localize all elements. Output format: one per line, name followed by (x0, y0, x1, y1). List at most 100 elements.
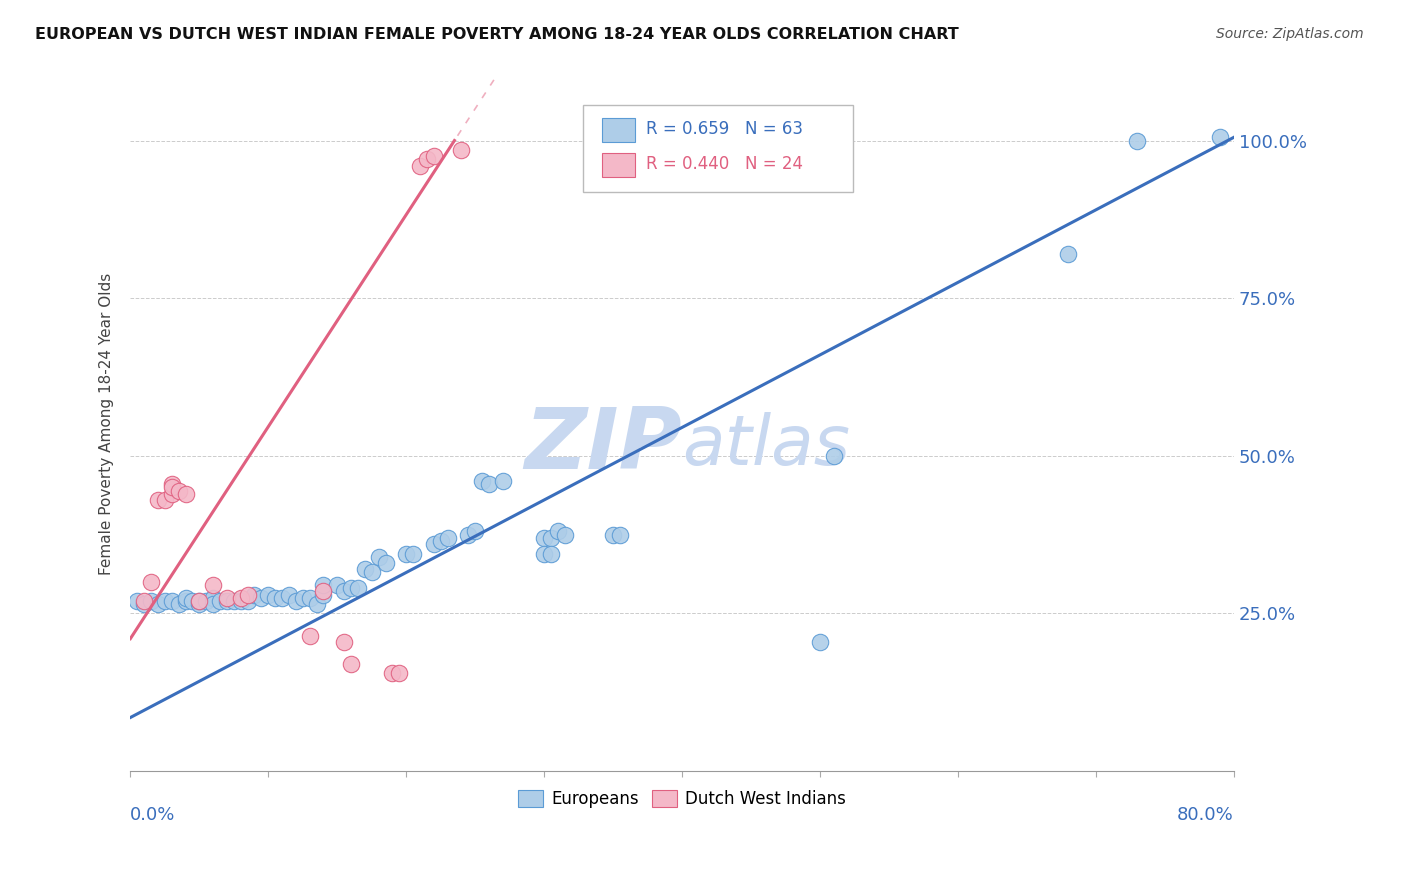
Point (547, 524, 569, 539)
Point (312, 584, 335, 599)
Text: EUROPEAN VS DUTCH WEST INDIAN FEMALE POVERTY AMONG 18-24 YEAR OLDS CORRELATION C: EUROPEAN VS DUTCH WEST INDIAN FEMALE POV… (35, 27, 959, 42)
FancyBboxPatch shape (602, 119, 634, 142)
Point (236, 588, 259, 602)
Point (381, 666, 404, 681)
Point (153, 492, 176, 507)
Point (160, 486, 183, 500)
Point (298, 591, 321, 605)
Point (347, 581, 370, 595)
Point (340, 581, 363, 595)
Point (271, 591, 294, 605)
Point (202, 591, 225, 605)
Point (146, 597, 169, 611)
Point (174, 594, 197, 608)
Point (174, 486, 197, 500)
Point (312, 578, 335, 592)
Point (215, 594, 238, 608)
Text: R = 0.440   N = 24: R = 0.440 N = 24 (645, 155, 803, 173)
Point (533, 547, 555, 561)
Point (139, 594, 162, 608)
Point (457, 527, 479, 541)
Point (174, 591, 197, 605)
Point (181, 594, 204, 608)
Legend: Europeans, Dutch West Indians: Europeans, Dutch West Indians (512, 783, 853, 814)
Y-axis label: Female Poverty Among 18-24 Year Olds: Female Poverty Among 18-24 Year Olds (100, 273, 114, 575)
Text: atlas: atlas (682, 411, 851, 479)
Point (236, 594, 259, 608)
Point (423, 149, 446, 163)
Point (395, 547, 418, 561)
Point (450, 143, 472, 157)
Point (471, 474, 494, 488)
Point (208, 594, 231, 608)
Point (533, 531, 555, 545)
Point (554, 527, 576, 541)
Point (188, 594, 211, 608)
Point (291, 591, 314, 605)
Point (602, 527, 624, 541)
Point (298, 629, 321, 643)
Point (167, 597, 190, 611)
Point (1209, 130, 1232, 145)
Point (360, 566, 382, 580)
Point (326, 578, 349, 592)
Point (153, 594, 176, 608)
Point (167, 483, 190, 498)
Point (134, 597, 156, 611)
Point (416, 153, 439, 167)
Point (195, 594, 218, 608)
Point (353, 562, 375, 576)
Text: 80.0%: 80.0% (1177, 805, 1234, 824)
FancyBboxPatch shape (582, 105, 853, 192)
Point (436, 531, 458, 545)
Point (367, 549, 389, 564)
Point (215, 591, 238, 605)
Point (423, 537, 446, 551)
Point (229, 594, 252, 608)
Point (540, 531, 562, 545)
Point (243, 588, 266, 602)
Point (264, 591, 287, 605)
Point (808, 635, 831, 649)
Point (409, 159, 432, 173)
Point (609, 527, 631, 541)
Point (340, 657, 363, 671)
FancyBboxPatch shape (602, 153, 634, 177)
Text: ZIP: ZIP (524, 403, 682, 487)
Point (160, 480, 183, 494)
Point (222, 594, 245, 608)
Point (188, 594, 211, 608)
Point (478, 477, 501, 491)
Point (139, 574, 162, 589)
Text: R = 0.659   N = 63: R = 0.659 N = 63 (645, 120, 803, 138)
Point (127, 594, 149, 608)
Point (1126, 134, 1149, 148)
Point (202, 578, 225, 592)
Point (250, 591, 273, 605)
Point (278, 588, 301, 602)
Point (229, 591, 252, 605)
Point (188, 597, 211, 611)
Point (257, 588, 280, 602)
Point (160, 594, 183, 608)
Point (492, 474, 515, 488)
Point (146, 492, 169, 507)
Text: Source: ZipAtlas.com: Source: ZipAtlas.com (1216, 27, 1364, 41)
Point (402, 547, 425, 561)
Point (464, 524, 486, 539)
Point (1057, 247, 1080, 261)
Point (134, 594, 156, 608)
Point (540, 547, 562, 561)
Point (374, 556, 396, 570)
Point (823, 449, 845, 463)
Point (312, 588, 335, 602)
Point (284, 594, 307, 608)
Point (305, 597, 328, 611)
Point (429, 533, 451, 548)
Point (333, 584, 356, 599)
Point (388, 666, 411, 681)
Point (202, 597, 225, 611)
Point (160, 477, 183, 491)
Point (333, 635, 356, 649)
Text: 0.0%: 0.0% (131, 805, 176, 824)
